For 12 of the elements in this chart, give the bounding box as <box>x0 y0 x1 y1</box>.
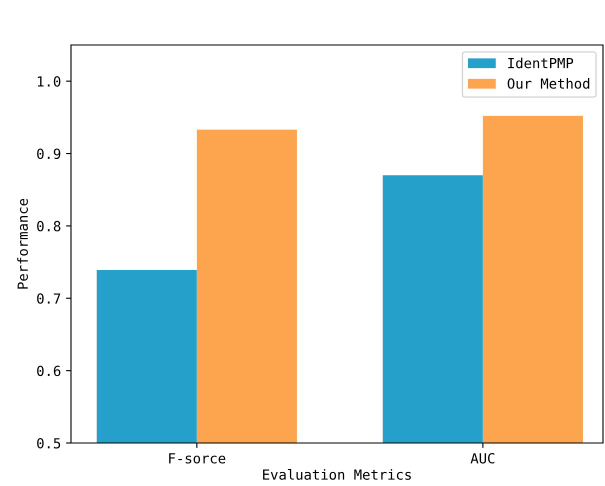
y-tick-label: 0.9 <box>37 148 60 160</box>
y-tick-label: 0.6 <box>37 366 60 376</box>
x-tick-label: AUC <box>470 453 494 464</box>
x-tick-label: F-sorce <box>169 453 226 464</box>
x-axis-title: Evaluation Metrics <box>263 469 411 480</box>
legend-label: IdentPMP <box>508 58 574 68</box>
y-axis-title: Performance <box>17 198 28 289</box>
y-tick-label: 0.8 <box>37 220 60 232</box>
y-tick-label: 0.5 <box>37 438 60 449</box>
legend-label: Our Method <box>508 78 590 89</box>
y-tick-label: 1.0 <box>38 76 60 87</box>
y-tick-label: 0.7 <box>37 293 60 304</box>
